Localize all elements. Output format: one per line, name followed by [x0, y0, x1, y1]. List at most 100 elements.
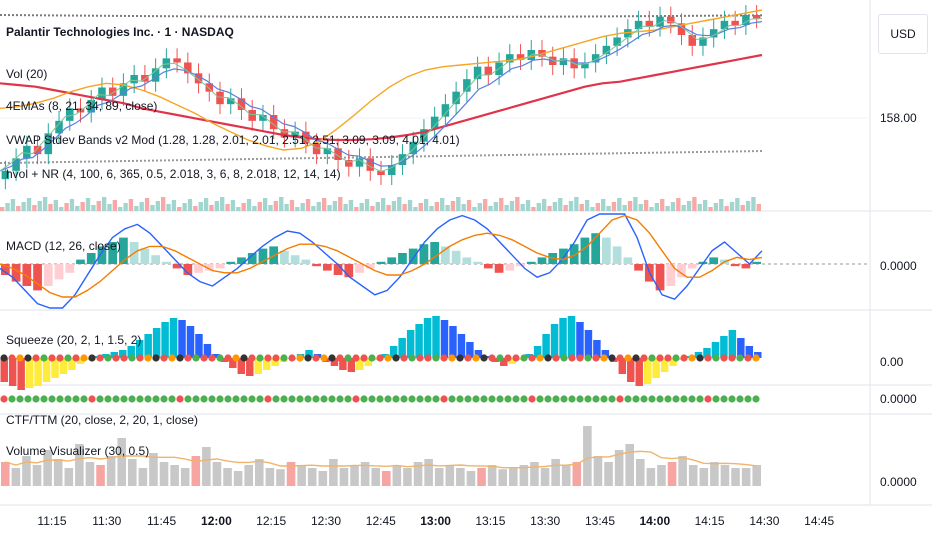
legend-squeeze[interactable]: Squeeze (20, 2, 1, 1.5, 2) [6, 333, 141, 347]
volume-bar [413, 207, 418, 211]
volume-visualizer-pane[interactable] [1, 426, 761, 486]
vwap-lower-dot [196, 158, 198, 161]
squeeze-dot [128, 354, 136, 362]
vwap-lower-dot [672, 151, 674, 154]
candle-body [634, 20, 643, 30]
vwap-lower-dot [584, 152, 586, 155]
vwap-upper-dot [48, 14, 50, 17]
ttm-dot [320, 395, 328, 403]
vwap-upper-dot [96, 14, 98, 17]
volume-bar [654, 203, 660, 211]
volume-bar [638, 204, 643, 211]
macd-histogram-bar [280, 250, 289, 264]
vwap-upper-dot [560, 15, 562, 18]
ttm-dot [368, 395, 376, 403]
vwap-lower-dot [260, 157, 262, 160]
vwap-lower-dot [32, 161, 34, 164]
squeeze-dot [456, 354, 464, 362]
vwap-upper-dot [384, 15, 386, 18]
candle-body [452, 91, 460, 105]
vwap-lower-dot [268, 157, 270, 160]
vwap-lower-dot [356, 156, 358, 159]
vwap-lower-dot [72, 160, 74, 163]
candle-body [709, 29, 718, 38]
volume-bar [198, 202, 203, 211]
volume-bar [702, 200, 708, 211]
squeeze-dot [200, 354, 208, 362]
volume-bar [531, 207, 536, 211]
volume-bar [547, 206, 552, 211]
vwap-upper-dot [176, 15, 178, 18]
vwap-upper-dot [540, 15, 542, 18]
macd-histogram-bar [398, 253, 407, 264]
candle-body [731, 20, 739, 25]
vwap-upper-dot [712, 14, 714, 17]
ttm-dot [224, 395, 232, 403]
squeeze-dot [432, 354, 440, 362]
legend-volume-visualizer[interactable]: Volume Visualizer (30, 0.5) [6, 444, 149, 458]
volume-bar [364, 199, 370, 211]
ttm-pane[interactable] [0, 395, 760, 403]
time-axis[interactable]: 11:15 11:30 11:45 12:00 12:15 12:30 12:45 13:00… [37, 514, 834, 528]
volume-bar [692, 197, 697, 211]
currency-button[interactable]: USD [878, 14, 928, 54]
vwap-upper-dot [272, 15, 274, 18]
squeeze-momentum-bar [593, 340, 601, 358]
volume-bar [75, 206, 80, 211]
macd-histogram-bar [451, 250, 461, 264]
vwap-upper-dot [352, 15, 354, 18]
volume-bar [332, 201, 338, 211]
squeeze-pane[interactable] [0, 316, 762, 390]
vwap-upper-dot [216, 15, 218, 18]
volume-visualizer-bar [43, 450, 52, 486]
legend-hvol[interactable]: hvol + NR (4, 100, 6, 365, 0.5, 2.018, 3… [6, 167, 341, 181]
vwap-upper-dot [336, 15, 338, 18]
vwap-upper-dot [0, 14, 2, 16]
vwap-lower-dot [688, 151, 690, 154]
vwap-lower-dot [96, 160, 98, 163]
squeeze-dot [80, 354, 88, 362]
ttm-dot [144, 395, 152, 403]
legend-vol[interactable]: Vol (20) [6, 67, 47, 81]
ttm-dot [568, 395, 576, 403]
vwap-lower-dot [204, 158, 206, 161]
vwap-lower-dot [516, 153, 518, 156]
volume-bar [257, 202, 262, 211]
vwap-lower-dot [144, 159, 146, 162]
vwap-lower-dot [464, 154, 466, 157]
candle-body [581, 62, 589, 69]
macd-histogram-bar [655, 264, 665, 291]
vwap-upper-dot [308, 15, 310, 18]
squeeze-momentum-bar [144, 334, 152, 358]
macd-pane[interactable] [0, 213, 870, 309]
vwap-upper-dot [528, 15, 530, 18]
volume-bar [579, 204, 584, 211]
vwap-lower-dot [624, 152, 626, 155]
legend-macd[interactable]: MACD (12, 26, close) [6, 239, 121, 253]
time-axis-label: 13:00 [420, 514, 451, 528]
legend-vwap[interactable]: VWAP Stdev Bands v2 Mod (1.28, 1.28, 2.0… [6, 133, 460, 147]
vwap-lower-dot [756, 150, 758, 153]
vwap-lower-dot [692, 151, 694, 154]
vwap-upper-dot [16, 14, 18, 17]
legend-emas[interactable]: 4EMAs (8, 21, 34, 89, close) [6, 99, 157, 113]
vwap-lower-dot [332, 156, 334, 159]
macd-histogram-bar [43, 264, 53, 286]
vwap-lower-dot [628, 152, 630, 155]
vwap-upper-dot [696, 14, 698, 17]
price-pane[interactable] [0, 5, 870, 211]
volume-visualizer-bar [117, 438, 126, 486]
volume-visualizer-bar [741, 468, 751, 486]
squeeze-dot [648, 354, 656, 362]
volume-bar [402, 204, 407, 211]
symbol-title[interactable]: Palantir Technologies Inc. · 1 · NASDAQ [6, 25, 234, 39]
macd-histogram-bar [677, 264, 686, 278]
volume-bar [85, 198, 91, 211]
legend-ttm[interactable]: CTF/TTM (20, close, 2, 20, 1, close) [6, 413, 198, 427]
macd-histogram-bar [612, 246, 622, 264]
vwap-upper-dot [492, 15, 494, 18]
vwap-upper-dot [296, 15, 298, 18]
ttm-dot [336, 395, 344, 403]
candle-body [742, 15, 750, 25]
